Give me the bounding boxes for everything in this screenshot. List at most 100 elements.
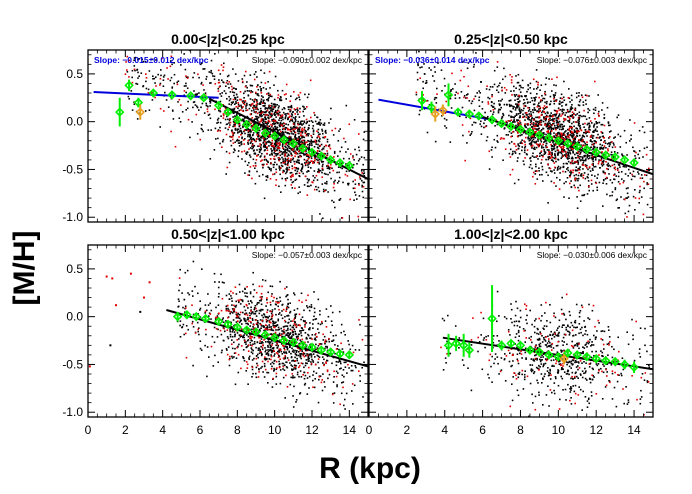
star-point	[141, 58, 143, 61]
star-point	[252, 145, 255, 147]
star-point	[133, 59, 135, 61]
star-point	[339, 166, 342, 169]
star-point	[304, 162, 306, 164]
star-point	[269, 154, 271, 156]
red-star-point	[258, 121, 261, 124]
star-point	[282, 132, 285, 135]
red-star-point	[269, 105, 271, 107]
red-star-point	[267, 125, 269, 128]
red-star-point	[294, 187, 296, 189]
star-point	[415, 93, 418, 96]
star-point	[487, 96, 489, 99]
star-point	[318, 190, 321, 193]
star-point	[256, 105, 258, 107]
star-point	[261, 353, 263, 356]
star-point	[551, 90, 553, 92]
star-point	[267, 371, 270, 374]
star-point	[200, 81, 203, 84]
star-point	[243, 120, 245, 123]
red-star-point	[266, 109, 269, 112]
star-point	[179, 320, 182, 322]
star-point	[306, 305, 308, 307]
star-point	[202, 130, 204, 133]
red-star-point	[587, 185, 590, 188]
star-point	[571, 156, 574, 159]
star-point	[232, 151, 235, 154]
star-point	[253, 119, 255, 121]
star-point	[362, 196, 365, 199]
star-point	[308, 360, 310, 362]
star-point	[272, 324, 274, 327]
star-point	[213, 75, 216, 78]
star-point	[545, 77, 548, 79]
red-star-point	[565, 154, 568, 157]
star-point	[508, 152, 511, 155]
star-point	[293, 126, 296, 128]
star-point	[517, 73, 520, 76]
red-star-point	[584, 165, 587, 167]
star-point	[522, 109, 524, 112]
star-point	[577, 119, 579, 122]
star-point	[485, 125, 488, 127]
star-point	[610, 141, 612, 144]
star-point	[523, 147, 526, 149]
star-point	[576, 196, 578, 198]
star-point	[544, 138, 547, 141]
star-point	[263, 362, 266, 365]
star-point	[557, 115, 560, 118]
star-point	[294, 146, 296, 148]
star-point	[286, 357, 289, 359]
red-star-point	[222, 114, 225, 117]
star-point	[632, 175, 634, 177]
red-star-point	[228, 81, 231, 83]
bin-marker	[443, 90, 454, 100]
star-point	[617, 181, 620, 183]
red-star-point	[230, 135, 232, 138]
star-point	[225, 150, 228, 153]
star-point	[162, 79, 165, 81]
star-point	[274, 122, 277, 125]
star-point	[332, 335, 335, 337]
star-point	[443, 77, 446, 80]
star-point	[478, 105, 481, 107]
red-star-point	[358, 133, 360, 135]
star-point	[284, 172, 287, 175]
star-point	[287, 118, 289, 120]
star-point	[177, 305, 180, 308]
star-point	[530, 111, 532, 113]
red-star-point	[510, 79, 513, 81]
star-point	[496, 89, 498, 91]
star-point	[584, 94, 587, 96]
star-point	[528, 107, 531, 109]
star-point	[298, 98, 301, 101]
star-point	[545, 140, 548, 142]
star-point	[578, 150, 580, 153]
star-point	[521, 149, 523, 152]
red-star-point	[567, 97, 570, 99]
star-point	[305, 155, 308, 157]
star-point	[524, 141, 526, 143]
star-point	[178, 117, 181, 119]
star-point	[256, 94, 259, 96]
star-point	[320, 122, 323, 125]
star-point	[131, 76, 133, 79]
star-point	[459, 115, 461, 118]
red-star-point	[510, 81, 513, 84]
red-star-point	[310, 116, 312, 119]
star-point	[462, 134, 464, 137]
star-point	[277, 318, 280, 321]
star-point	[287, 108, 290, 111]
star-point	[575, 161, 577, 163]
star-point	[214, 53, 216, 55]
red-star-point	[307, 162, 309, 164]
bin-marker	[438, 105, 448, 115]
star-point	[618, 171, 620, 174]
star-point	[229, 98, 232, 100]
star-point	[212, 365, 215, 367]
star-point	[545, 171, 548, 174]
red-star-point	[542, 155, 544, 158]
star-point	[328, 340, 331, 343]
star-point	[491, 146, 493, 149]
red-star-point	[255, 91, 257, 94]
